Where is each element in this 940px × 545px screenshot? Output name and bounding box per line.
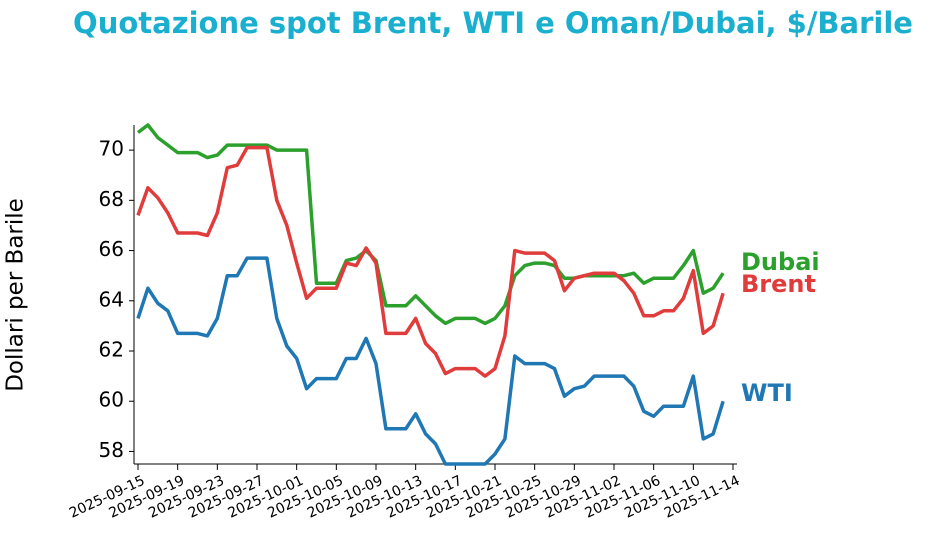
y-tick-label: 60 xyxy=(99,388,124,412)
line-series xyxy=(136,256,725,466)
y-axis-label: Dollari per Barile xyxy=(3,198,29,392)
series-label: Brent xyxy=(741,270,816,298)
y-tick-label: 64 xyxy=(99,287,124,311)
y-tick-label: 58 xyxy=(99,438,124,462)
chart-title: Quotazione spot Brent, WTI e Oman/Dubai,… xyxy=(73,6,913,40)
y-tick-label: 70 xyxy=(99,137,124,161)
y-tick-label: 66 xyxy=(99,237,124,261)
y-tick-label: 68 xyxy=(99,187,124,211)
y-tick-label: 62 xyxy=(99,338,124,362)
line-series xyxy=(136,123,725,326)
series-label: Dubai xyxy=(741,248,820,276)
series-label: WTI xyxy=(741,379,793,407)
line-series xyxy=(136,145,725,378)
